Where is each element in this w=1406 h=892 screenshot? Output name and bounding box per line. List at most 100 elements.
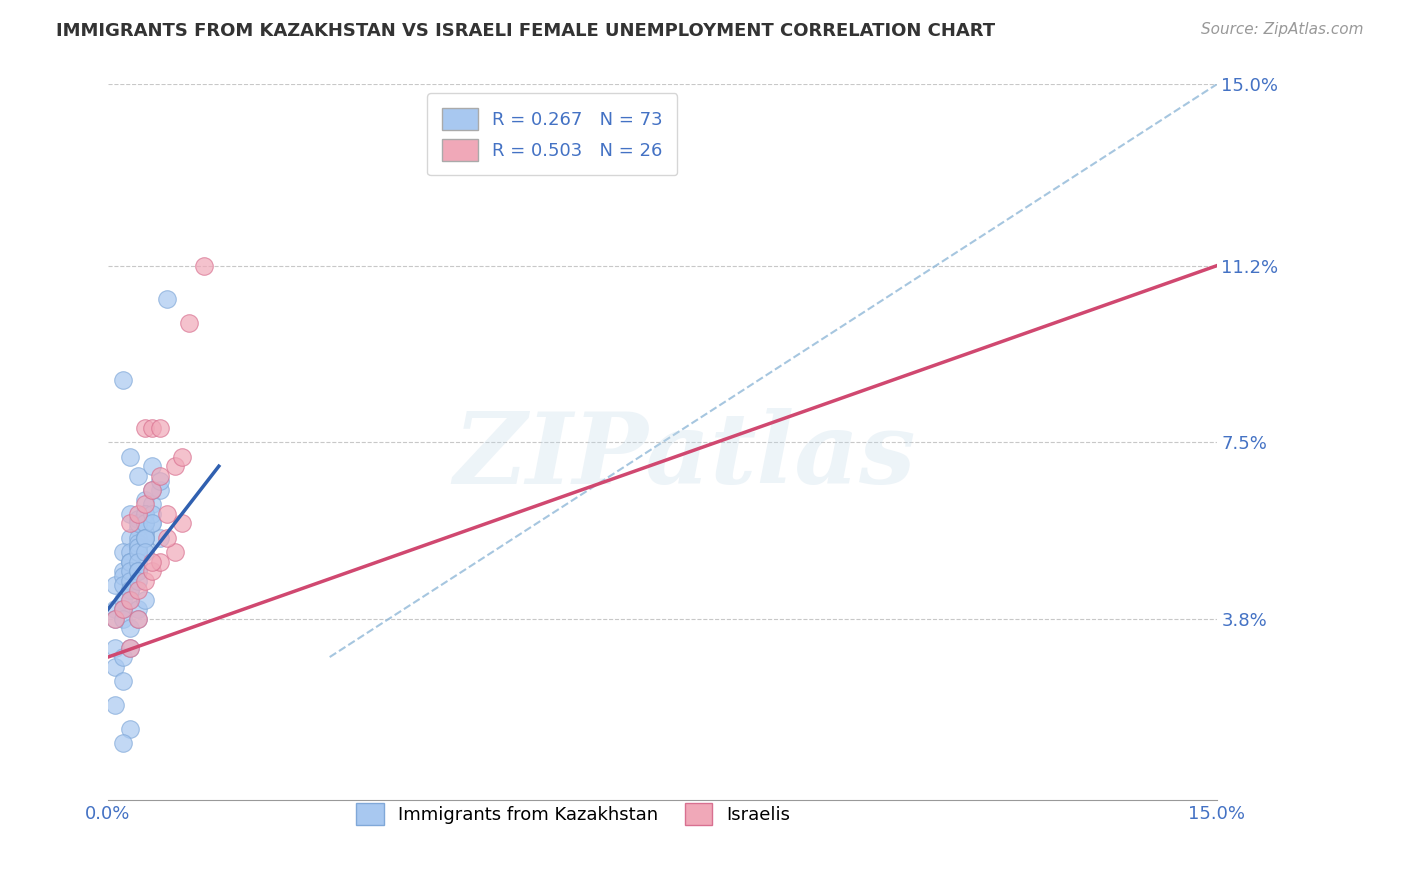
Point xyxy=(134,497,156,511)
Point xyxy=(127,521,149,535)
Point xyxy=(134,492,156,507)
Point xyxy=(134,516,156,531)
Point xyxy=(111,592,134,607)
Point xyxy=(111,612,134,626)
Point xyxy=(120,640,142,655)
Point xyxy=(111,602,134,616)
Point xyxy=(141,459,163,474)
Point xyxy=(120,564,142,578)
Point xyxy=(111,578,134,592)
Point xyxy=(163,459,186,474)
Point xyxy=(141,516,163,531)
Point xyxy=(104,640,127,655)
Point xyxy=(127,535,149,549)
Point xyxy=(120,564,142,578)
Point xyxy=(127,511,149,525)
Point xyxy=(120,722,142,736)
Point xyxy=(134,421,156,435)
Point xyxy=(134,507,156,521)
Point xyxy=(134,531,156,545)
Point xyxy=(120,545,142,559)
Point xyxy=(127,564,149,578)
Point xyxy=(127,545,149,559)
Point xyxy=(111,736,134,750)
Point xyxy=(149,555,172,569)
Point xyxy=(120,507,142,521)
Point xyxy=(120,516,142,531)
Point xyxy=(134,574,156,588)
Point xyxy=(141,555,163,569)
Point xyxy=(111,569,134,583)
Point xyxy=(149,531,172,545)
Point xyxy=(149,421,172,435)
Point xyxy=(127,574,149,588)
Point xyxy=(134,507,156,521)
Point xyxy=(141,516,163,531)
Point xyxy=(134,592,156,607)
Point xyxy=(127,507,149,521)
Point xyxy=(104,659,127,673)
Point xyxy=(156,292,179,306)
Text: Source: ZipAtlas.com: Source: ZipAtlas.com xyxy=(1201,22,1364,37)
Point xyxy=(127,468,149,483)
Point xyxy=(127,516,149,531)
Legend: Immigrants from Kazakhstan, Israelis: Immigrants from Kazakhstan, Israelis xyxy=(347,794,800,834)
Point xyxy=(111,602,134,616)
Point xyxy=(120,555,142,569)
Point xyxy=(120,592,142,607)
Text: IMMIGRANTS FROM KAZAKHSTAN VS ISRAELI FEMALE UNEMPLOYMENT CORRELATION CHART: IMMIGRANTS FROM KAZAKHSTAN VS ISRAELI FE… xyxy=(56,22,995,40)
Point xyxy=(141,483,163,497)
Point xyxy=(127,602,149,616)
Point xyxy=(127,612,149,626)
Point xyxy=(141,483,163,497)
Point xyxy=(120,640,142,655)
Point xyxy=(127,583,149,598)
Point xyxy=(120,583,142,598)
Point xyxy=(104,612,127,626)
Point xyxy=(149,474,172,488)
Point xyxy=(120,555,142,569)
Point xyxy=(179,316,201,330)
Text: ZIPatlas: ZIPatlas xyxy=(453,409,915,505)
Point xyxy=(134,545,156,559)
Point xyxy=(104,578,127,592)
Point xyxy=(120,592,142,607)
Point xyxy=(127,564,149,578)
Point xyxy=(156,531,179,545)
Point xyxy=(120,531,142,545)
Point xyxy=(120,450,142,464)
Point xyxy=(134,531,156,545)
Point xyxy=(104,698,127,712)
Point xyxy=(141,564,163,578)
Point xyxy=(134,526,156,541)
Point xyxy=(111,650,134,665)
Point xyxy=(111,602,134,616)
Point xyxy=(120,622,142,636)
Point xyxy=(141,421,163,435)
Point xyxy=(111,373,134,387)
Point xyxy=(127,612,149,626)
Point xyxy=(127,541,149,555)
Point xyxy=(149,468,172,483)
Point xyxy=(120,555,142,569)
Point xyxy=(156,507,179,521)
Point xyxy=(111,545,134,559)
Point xyxy=(149,483,172,497)
Point xyxy=(134,531,156,545)
Point xyxy=(193,259,215,273)
Point xyxy=(134,516,156,531)
Point xyxy=(120,574,142,588)
Point xyxy=(163,545,186,559)
Point xyxy=(104,602,127,616)
Point xyxy=(120,583,142,598)
Point xyxy=(141,507,163,521)
Point xyxy=(104,612,127,626)
Point xyxy=(134,541,156,555)
Point xyxy=(127,541,149,555)
Point xyxy=(127,531,149,545)
Point xyxy=(127,564,149,578)
Point xyxy=(111,673,134,688)
Point xyxy=(170,450,193,464)
Point xyxy=(170,516,193,531)
Point xyxy=(141,497,163,511)
